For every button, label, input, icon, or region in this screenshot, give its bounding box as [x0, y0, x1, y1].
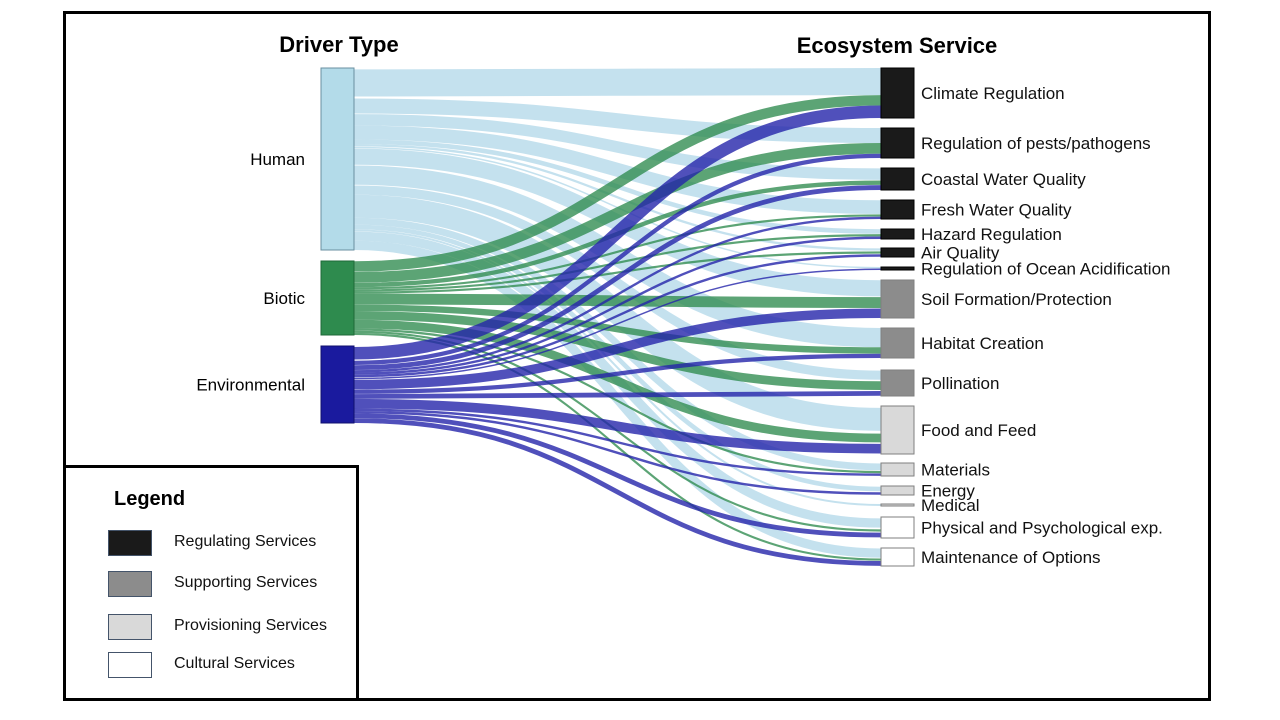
link-human-to-fresh-water-quality	[353, 125, 882, 215]
link-human-to-coastal-water-quality	[353, 114, 882, 180]
link-biotic-to-hazard-regulation	[353, 234, 882, 292]
sankey-nodes: Human Biotic Environmental Climate Regulati…	[196, 67, 1171, 567]
target-node-pollination	[880, 369, 915, 397]
source-label-human: Human	[250, 150, 305, 169]
target-node-energy	[880, 485, 915, 496]
legend-swatch-regulating	[108, 530, 152, 556]
link-biotic-to-fresh-water-quality	[353, 214, 882, 290]
target-node-climate-regulation	[880, 67, 915, 119]
link-environmental-to-hazard-regulation	[353, 236, 882, 375]
link-biotic-to-food-and-feed	[353, 319, 882, 443]
legend-label-provisioning: Provisioning Services	[174, 617, 327, 634]
target-node-hazard-regulation	[880, 228, 915, 240]
link-biotic-to-habitat-creation	[353, 304, 882, 354]
link-environmental-to-materials	[353, 408, 882, 476]
link-biotic-to-soil-formation-protection	[353, 293, 882, 309]
legend-title: Legend	[114, 488, 186, 510]
target-node-materials	[880, 462, 915, 477]
target-label-materials: Materials	[921, 461, 990, 480]
ecosystem-service-header: Ecosystem Service	[797, 33, 998, 58]
target-label-regulation-of-pests-pathogens: Regulation of pests/pathogens	[921, 134, 1151, 153]
driver-type-header: Driver Type	[279, 32, 398, 57]
target-node-fresh-water-quality	[880, 199, 915, 220]
target-label-soil-formation-protection: Soil Formation/Protection	[921, 290, 1112, 309]
target-node-food-and-feed	[880, 405, 915, 455]
target-label-physical-and-psychological-exp: Physical and Psychological exp.	[921, 519, 1163, 538]
target-node-regulation-of-ocean-acidification	[880, 266, 915, 271]
source-node-biotic	[320, 260, 355, 336]
target-node-medical	[880, 503, 915, 507]
target-label-pollination: Pollination	[921, 374, 999, 393]
link-biotic-to-climate-regulation	[353, 95, 882, 272]
target-node-maintenance-of-options	[880, 547, 915, 567]
target-label-climate-regulation: Climate Regulation	[921, 84, 1065, 103]
link-human-to-air-quality	[353, 144, 882, 251]
target-label-coastal-water-quality: Coastal Water Quality	[921, 170, 1086, 189]
link-environmental-to-fresh-water-quality	[353, 216, 882, 373]
legend-item-supporting: Supporting Services	[108, 571, 348, 599]
link-environmental-to-physical-and-psychological-exp	[353, 413, 882, 538]
link-environmental-to-climate-regulation	[353, 105, 882, 360]
target-node-physical-and-psychological-exp	[880, 516, 915, 539]
link-environmental-to-soil-formation-protection	[353, 308, 882, 390]
target-node-soil-formation-protection	[880, 279, 915, 319]
target-label-medical: Medical	[921, 496, 980, 515]
link-environmental-to-pollination	[353, 390, 882, 399]
legend-item-cultural: Cultural Services	[108, 652, 348, 680]
legend-swatch-cultural	[108, 652, 152, 678]
target-label-habitat-creation: Habitat Creation	[921, 334, 1044, 353]
link-environmental-to-regulation-of-pests-pathogens	[353, 153, 882, 365]
source-label-environmental: Environmental	[196, 376, 305, 395]
link-human-to-regulation-of-pests-pathogens	[353, 98, 882, 143]
target-label-energy: Energy	[921, 482, 975, 501]
link-environmental-to-air-quality	[353, 254, 882, 378]
legend-item-regulating: Regulating Services	[108, 530, 348, 558]
target-label-food-and-feed: Food and Feed	[921, 421, 1036, 440]
target-node-habitat-creation	[880, 327, 915, 359]
target-label-maintenance-of-options: Maintenance of Options	[921, 548, 1101, 567]
link-environmental-to-food-and-feed	[353, 398, 882, 454]
link-environmental-to-habitat-creation	[353, 353, 882, 394]
link-biotic-to-air-quality	[353, 251, 882, 294]
source-label-biotic: Biotic	[263, 289, 305, 308]
link-human-to-habitat-creation	[353, 165, 882, 348]
source-node-human	[320, 67, 355, 251]
target-label-air-quality: Air Quality	[921, 244, 1000, 263]
link-human-to-pollination	[353, 185, 882, 380]
legend-item-provisioning: Provisioning Services	[108, 614, 348, 642]
link-human-to-maintenance-of-options	[353, 240, 882, 558]
source-node-environmental	[320, 345, 355, 424]
link-environmental-to-coastal-water-quality	[353, 185, 882, 371]
link-human-to-climate-regulation	[353, 68, 882, 97]
link-human-to-soil-formation-protection	[353, 148, 882, 297]
legend-label-supporting: Supporting Services	[174, 574, 318, 591]
link-environmental-to-regulation-of-ocean-acidification	[353, 268, 882, 380]
target-node-air-quality	[880, 247, 915, 258]
link-environmental-to-maintenance-of-options	[353, 418, 882, 566]
link-biotic-to-regulation-of-pests-pathogens	[353, 143, 882, 283]
target-label-regulation-of-ocean-acidification: Regulation of Ocean Acidification	[921, 260, 1171, 279]
legend-label-regulating: Regulating Services	[174, 533, 317, 550]
target-node-coastal-water-quality	[880, 167, 915, 191]
link-human-to-food-and-feed	[353, 194, 882, 431]
legend-swatch-provisioning	[108, 614, 152, 640]
link-human-to-energy	[353, 224, 882, 492]
legend-label-cultural: Cultural Services	[174, 655, 295, 672]
target-label-fresh-water-quality: Fresh Water Quality	[921, 201, 1072, 220]
link-biotic-to-maintenance-of-options	[353, 332, 882, 561]
sankey-links	[353, 68, 882, 566]
target-node-regulation-of-pests-pathogens	[880, 127, 915, 159]
legend: Legend Regulating Services Supporting Se…	[63, 465, 359, 701]
legend-swatch-supporting	[108, 571, 152, 597]
link-environmental-to-energy	[353, 410, 882, 495]
target-label-hazard-regulation: Hazard Regulation	[921, 225, 1062, 244]
